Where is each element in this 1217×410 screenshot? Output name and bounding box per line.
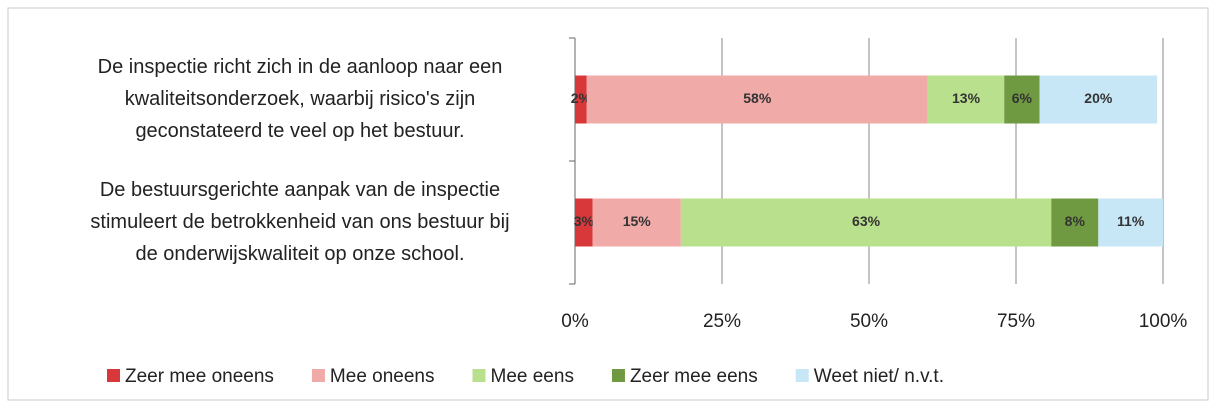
bar-segment — [1098, 198, 1163, 247]
value-label: 6% — [1012, 90, 1033, 106]
value-label: 63% — [852, 213, 881, 229]
x-tick-label: 0% — [561, 311, 589, 332]
x-tick-label: 25% — [703, 311, 741, 332]
legend-swatch — [311, 369, 325, 382]
category-label: kwaliteitsonderzoek, waarbij risico's zi… — [125, 88, 476, 110]
legend-swatch — [472, 369, 486, 382]
category-label: De inspectie richt zich in de aanloop na… — [98, 56, 503, 78]
category-label: geconstateerd te veel op het bestuur. — [135, 120, 464, 142]
bar-segment — [575, 75, 587, 124]
value-label: 58% — [743, 90, 772, 106]
x-tick-label: 75% — [997, 311, 1035, 332]
value-label: 2% — [571, 90, 592, 106]
legend-label: Mee eens — [491, 366, 574, 387]
legend-swatch — [107, 369, 120, 382]
value-label: 13% — [952, 90, 981, 106]
category-label: de onderwijskwaliteit op onze school. — [135, 243, 464, 265]
legend-label: Zeer mee oneens — [125, 366, 274, 387]
chart-border — [7, 7, 1209, 401]
category-label: De bestuursgerichte aanpak van de inspec… — [100, 179, 500, 201]
value-label: 20% — [1084, 90, 1113, 106]
bar-segment — [575, 198, 593, 247]
legend-swatch — [611, 369, 625, 382]
legend-label: Weet niet/ n.v.t. — [814, 366, 944, 387]
legend-label: Zeer mee eens — [630, 366, 758, 387]
legend-label: Mee oneens — [330, 366, 435, 387]
category-label: stimuleert de betrokkenheid van ons best… — [90, 211, 509, 233]
value-label: 15% — [623, 213, 652, 229]
bar-segment — [927, 75, 1005, 124]
x-tick-label: 100% — [1139, 311, 1188, 332]
bar-segment — [1051, 198, 1099, 247]
bar-segment — [1004, 75, 1040, 124]
bar-segment — [680, 198, 1052, 247]
x-tick-label: 50% — [850, 311, 888, 332]
bar-segment — [592, 198, 681, 247]
bar-segment — [1039, 75, 1158, 124]
value-label: 11% — [1117, 213, 1145, 229]
value-label: 8% — [1065, 213, 1086, 229]
value-label: 3% — [574, 213, 595, 229]
legend-swatch — [795, 369, 809, 382]
bar-segment — [586, 75, 928, 124]
